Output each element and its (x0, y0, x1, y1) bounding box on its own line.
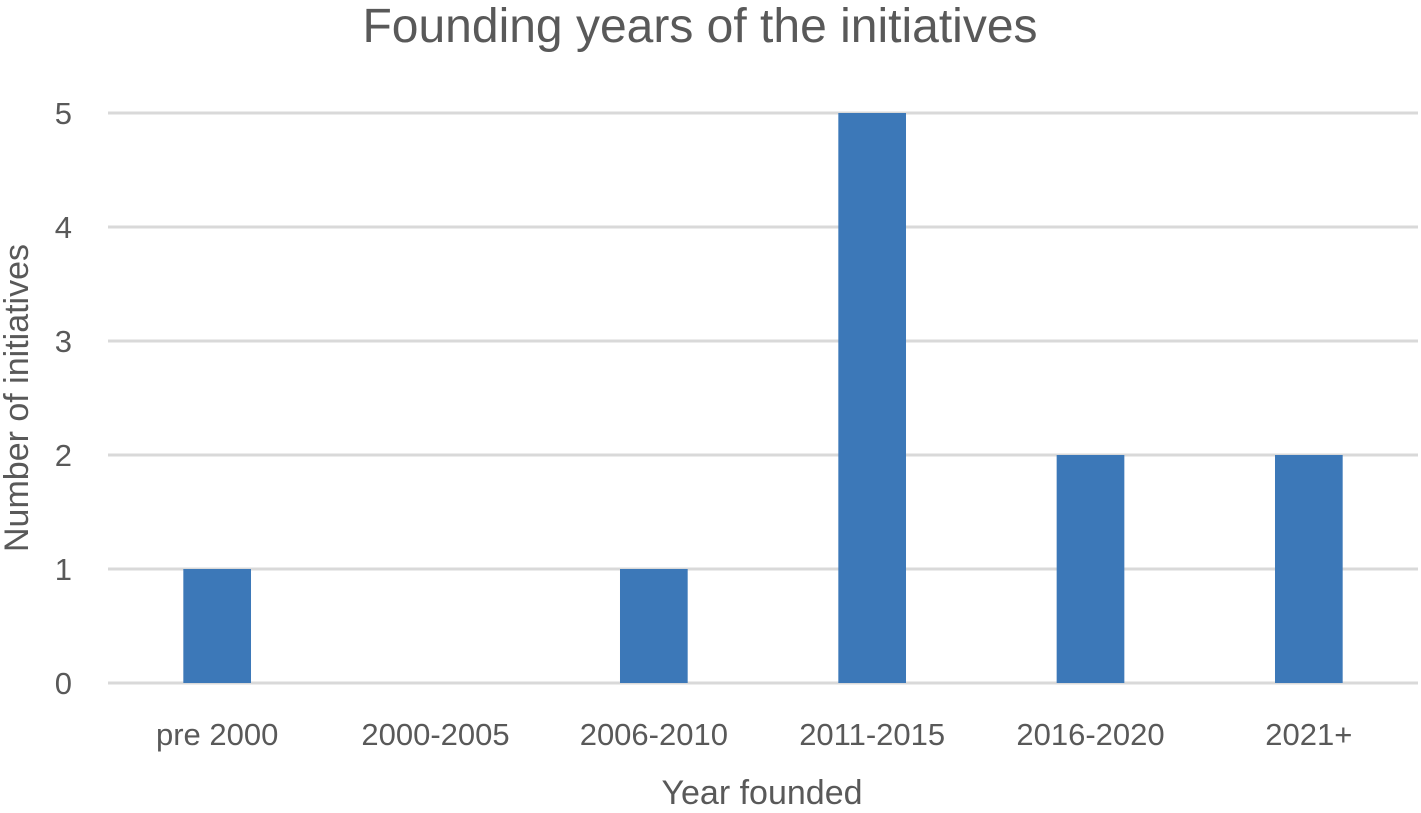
gridlines (108, 111, 1418, 685)
bar-pre-2000 (183, 569, 252, 683)
x-tick-label: 2016-2020 (1016, 717, 1164, 752)
x-tick-label: 2021+ (1265, 717, 1352, 752)
y-axis-label: Number of initiatives (0, 244, 36, 552)
x-tick-label: pre 2000 (156, 717, 278, 752)
x-tick-labels: pre 2000 2000-2005 2006-2010 2011-2015 2016-… (156, 717, 1352, 752)
bar-2016-2020 (1056, 455, 1125, 683)
y-tick-label: 2 (55, 438, 72, 473)
y-tick-labels: 0 1 2 3 4 5 (55, 96, 72, 701)
y-tick-label: 0 (55, 666, 72, 701)
x-tick-label: 2006-2010 (580, 717, 728, 752)
y-tick-label: 1 (55, 552, 72, 587)
y-tick-label: 4 (55, 210, 72, 245)
bars (183, 113, 1343, 683)
x-axis-label: Year founded (661, 774, 862, 808)
y-tick-label: 5 (55, 96, 72, 131)
bar-2006-2010 (619, 569, 688, 683)
x-tick-label: 2011-2015 (799, 717, 945, 752)
x-tick-label: 2000-2005 (361, 717, 509, 752)
bar-2021- (1274, 455, 1343, 683)
bar-2011-2015 (838, 113, 907, 683)
chart-title: Founding years of the initiatives (362, 0, 1037, 53)
y-tick-label: 3 (55, 324, 72, 359)
